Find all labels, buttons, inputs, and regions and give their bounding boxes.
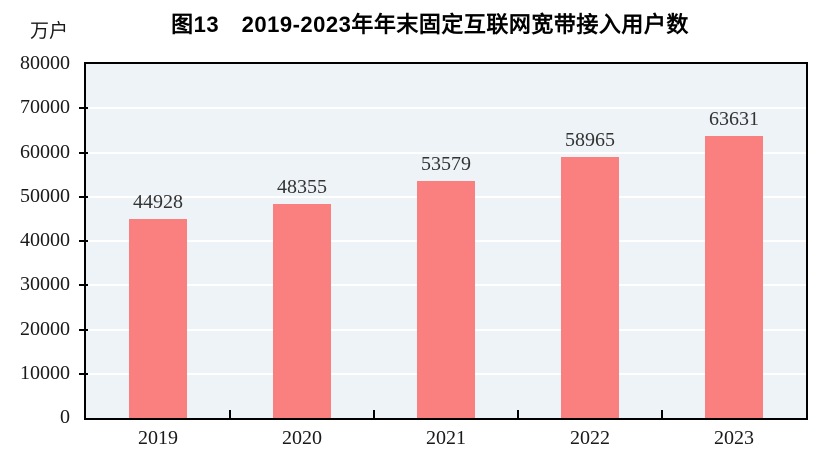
y-axis-tick: [79, 151, 88, 154]
bar-value-label: 63631: [709, 108, 759, 131]
y-tick-label: 40000: [20, 229, 70, 251]
bar-2023: [705, 136, 763, 418]
y-axis-tick: [79, 328, 88, 331]
y-tick-label: 50000: [20, 184, 70, 207]
bar-2020: [273, 204, 331, 418]
y-axis-tick: [79, 284, 88, 287]
bar-2022: [561, 157, 619, 418]
x-axis-tick: [661, 410, 663, 418]
x-tick-label: 2022: [570, 427, 610, 449]
y-tick-label: 30000: [20, 273, 70, 296]
y-tick-label: 60000: [20, 140, 70, 163]
x-tick-label: 2019: [138, 427, 178, 449]
x-axis-tick: [373, 410, 375, 418]
x-tick-label: 2023: [714, 427, 754, 449]
x-tick-label: 2021: [426, 427, 466, 449]
y-tick-label: 20000: [20, 317, 70, 340]
x-axis-tick: [229, 410, 231, 418]
y-axis-tick: [79, 107, 88, 110]
y-axis-unit-label: 万户: [30, 21, 69, 42]
chart-title: 图13 2019-2023年年末固定互联网宽带接入用户数: [171, 12, 689, 37]
bar-value-label: 44928: [133, 191, 183, 214]
bar-value-label: 53579: [421, 152, 471, 175]
bar-value-label: 58965: [565, 129, 615, 152]
x-axis-tick: [517, 410, 519, 418]
y-axis-tick: [79, 372, 88, 375]
y-tick-label: 70000: [20, 96, 70, 119]
bar-2019: [129, 219, 187, 418]
gridline: [86, 107, 806, 110]
y-tick-label: 0: [60, 406, 70, 428]
gridline: [86, 151, 806, 154]
y-axis-tick: [79, 195, 88, 198]
bar-2021: [417, 180, 475, 418]
x-tick-label: 2020: [282, 427, 322, 449]
y-tick-label: 10000: [20, 361, 70, 384]
y-axis-tick: [79, 240, 88, 242]
bar-value-label: 48355: [277, 176, 327, 199]
y-tick-label: 80000: [20, 52, 70, 74]
plot-area: 44928 48355 53579 58965 63631: [84, 62, 808, 420]
